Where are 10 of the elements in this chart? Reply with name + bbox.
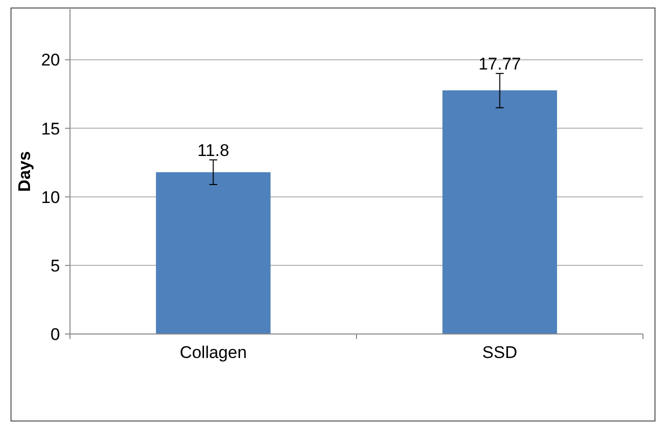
x-tick-label: SSD	[482, 343, 518, 362]
y-tick-label: 20	[41, 50, 60, 70]
y-tick-label: 15	[41, 119, 60, 138]
data-label: 11.8	[197, 140, 230, 160]
y-tick-label: 10	[41, 188, 60, 207]
y-axis-title: Days	[15, 151, 34, 192]
y-tick-label: 5	[50, 256, 60, 276]
x-tick-label: Collagen	[180, 343, 247, 362]
data-label: 17.77	[478, 54, 522, 74]
y-tick-label: 0	[50, 324, 60, 344]
